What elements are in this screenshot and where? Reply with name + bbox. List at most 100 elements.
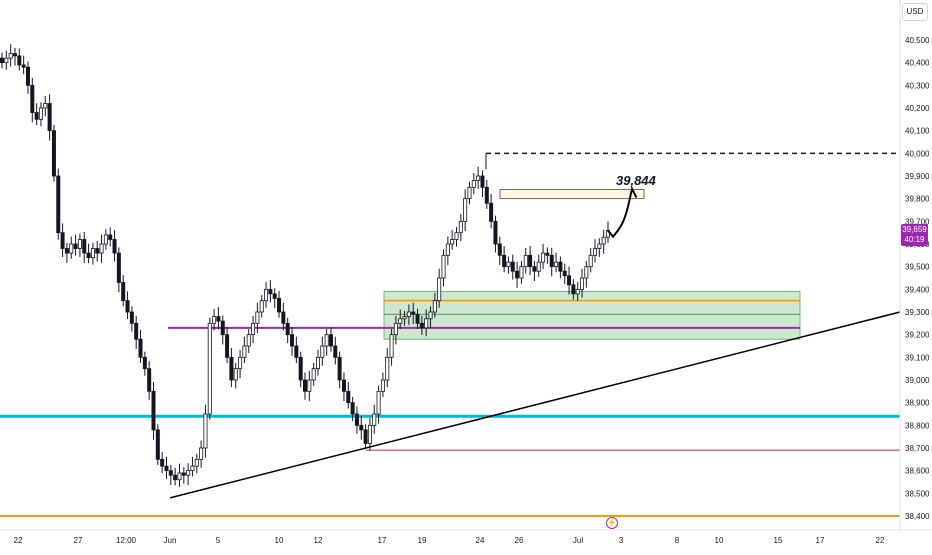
time-axis[interactable]: 22 27 12:00 Jun 5 10 12 17 19 24 26 Jul 3 8 10 15 17 22 <box>0 529 932 545</box>
candle-body <box>406 311 411 317</box>
candle-body <box>541 252 546 263</box>
candle-body <box>411 311 416 315</box>
candle-body <box>445 243 450 256</box>
candle-body <box>320 345 325 358</box>
candle-body <box>242 345 247 358</box>
price-tick-label: 39,400 <box>905 285 930 294</box>
candle-body <box>536 261 541 272</box>
candle-body <box>134 322 139 340</box>
candle-body <box>402 316 407 320</box>
time-tick-label: 10 <box>715 536 724 545</box>
candle-body <box>86 252 91 258</box>
candle-body <box>584 266 589 279</box>
time-tick-label: 22 <box>14 536 23 545</box>
lightning-icon[interactable]: ⚡ <box>606 517 618 529</box>
candle-body <box>298 356 303 381</box>
candle-body <box>69 243 74 254</box>
price-tick-label: 40,400 <box>905 59 930 68</box>
candle-body <box>17 55 22 66</box>
price-tick-label: 39,100 <box>905 353 930 362</box>
candle-body <box>458 220 463 234</box>
candle-body <box>575 288 580 295</box>
candle-body <box>328 334 333 347</box>
candle-body <box>480 175 485 188</box>
candle-body <box>385 356 390 381</box>
candle-body <box>229 356 234 381</box>
price-tick-label: 40,200 <box>905 104 930 113</box>
candle-body <box>125 300 130 313</box>
candle-body <box>558 261 563 272</box>
level-lines <box>0 152 900 517</box>
candle-body <box>90 248 95 259</box>
candle-body <box>147 368 152 392</box>
target-price-annotation: 39,844 <box>616 173 656 188</box>
candle-body <box>272 293 277 299</box>
candle-body <box>173 474 178 481</box>
trendline[interactable] <box>169 311 901 499</box>
time-tick-label: 17 <box>816 536 825 545</box>
candle-body <box>567 275 572 286</box>
candle-body <box>337 356 342 381</box>
candle-body <box>51 130 56 177</box>
candle-body <box>597 243 602 249</box>
price-tick-label: 38,400 <box>905 512 930 521</box>
price-tick-label: 38,700 <box>905 444 930 453</box>
candles <box>0 44 611 487</box>
candle-body <box>290 334 295 347</box>
candle-body <box>571 284 576 295</box>
candle-body <box>389 334 394 358</box>
time-tick-label: 15 <box>774 536 783 545</box>
candle-body <box>177 472 182 481</box>
candle-body <box>112 239 117 254</box>
candle-body <box>121 282 126 302</box>
price-axis[interactable]: 40,500 40,400 40,300 40,200 40,100 40,000 39,9… <box>899 0 930 530</box>
price-tick-label: 38,900 <box>905 399 930 408</box>
price-tick-label: 39,000 <box>905 376 930 385</box>
currency-badge[interactable]: USD <box>902 3 928 21</box>
candle-body <box>493 220 498 245</box>
candle-body <box>294 345 299 358</box>
last-price-value: 39,659 <box>902 225 927 234</box>
candle-body <box>95 248 100 254</box>
candle-body <box>554 261 559 268</box>
candle-body <box>142 356 147 370</box>
time-tick-label: 22 <box>876 536 885 545</box>
candle-body <box>528 254 533 268</box>
candle-body <box>34 112 39 120</box>
candle-body <box>99 243 104 254</box>
candle-body <box>415 313 420 324</box>
candle-body <box>25 66 30 86</box>
time-tick-label: 24 <box>476 536 485 545</box>
candle-body <box>0 57 4 64</box>
time-tick-label: 5 <box>216 536 221 545</box>
time-tick-label: Jun <box>164 536 177 545</box>
candle-body <box>259 300 264 313</box>
price-tick-label: 40,100 <box>905 127 930 136</box>
price-tick-label: 38,800 <box>905 421 930 430</box>
candle-body <box>398 318 403 324</box>
time-tick-label: 19 <box>418 536 427 545</box>
candle-body <box>519 266 524 279</box>
candle-body <box>251 322 256 336</box>
candle-body <box>463 198 468 222</box>
candle-body <box>545 252 550 256</box>
price-tick-label: 39,700 <box>905 217 930 226</box>
candle-body <box>233 368 238 381</box>
candle-body <box>324 334 329 347</box>
price-tick-label: 38,500 <box>905 489 930 498</box>
candle-body <box>43 103 48 109</box>
candle-body <box>255 311 260 324</box>
candle-body <box>497 243 502 256</box>
candle-body <box>450 239 455 245</box>
candle-body <box>549 254 554 268</box>
candle-body <box>216 316 221 322</box>
candle-body <box>103 234 108 245</box>
candle-body <box>4 57 9 64</box>
candle-body <box>190 465 195 472</box>
candle-body <box>73 243 78 249</box>
candle-body <box>367 424 372 444</box>
candle-body <box>56 175 61 234</box>
candle-body <box>186 470 191 476</box>
